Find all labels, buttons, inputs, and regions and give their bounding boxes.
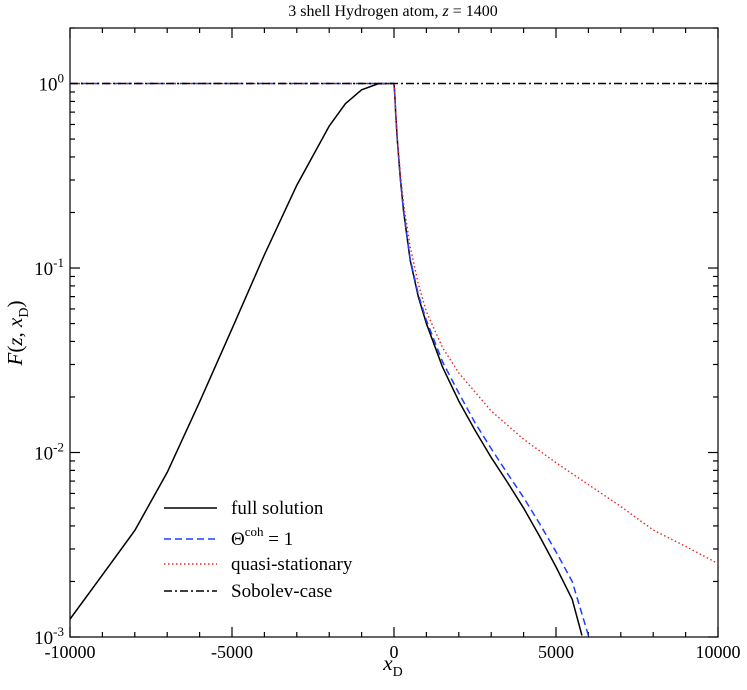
chart-title: 3 shell Hydrogen atom, z = 1400 <box>288 3 497 20</box>
x-tick-label: 5000 <box>538 642 574 662</box>
series-line-0 <box>69 82 583 636</box>
y-tick-label: 10-2 <box>34 440 64 465</box>
x-axis-label: xD <box>382 651 402 680</box>
legend-label: quasi-stationary <box>231 554 353 575</box>
legend: full solution Θcoh = 1 quasi-stationary Sob… <box>164 498 353 602</box>
x-tick-label: 0 <box>390 642 399 662</box>
y-tick-label: 100 <box>39 71 65 96</box>
axis-ticks: -10000 -5000 0 5000 10000 10-3 10-2 10-1 100 <box>34 27 741 662</box>
y-axis-label: F(z, xD) <box>3 301 32 367</box>
x-tick-label: 10000 <box>696 642 741 662</box>
legend-label: full solution <box>231 498 324 519</box>
legend-label: Θcoh = 1 <box>231 524 293 550</box>
series-line-2 <box>70 82 719 565</box>
plot-frame <box>69 27 719 638</box>
legend-label: Sobolev-case <box>231 581 332 602</box>
data-curves <box>69 82 719 636</box>
x-tick-label: -10000 <box>45 642 96 662</box>
x-tick-label: -5000 <box>211 642 253 662</box>
y-tick-label: 10-3 <box>34 624 64 649</box>
series-line-1 <box>70 82 590 636</box>
y-tick-label: 10-1 <box>34 255 64 280</box>
